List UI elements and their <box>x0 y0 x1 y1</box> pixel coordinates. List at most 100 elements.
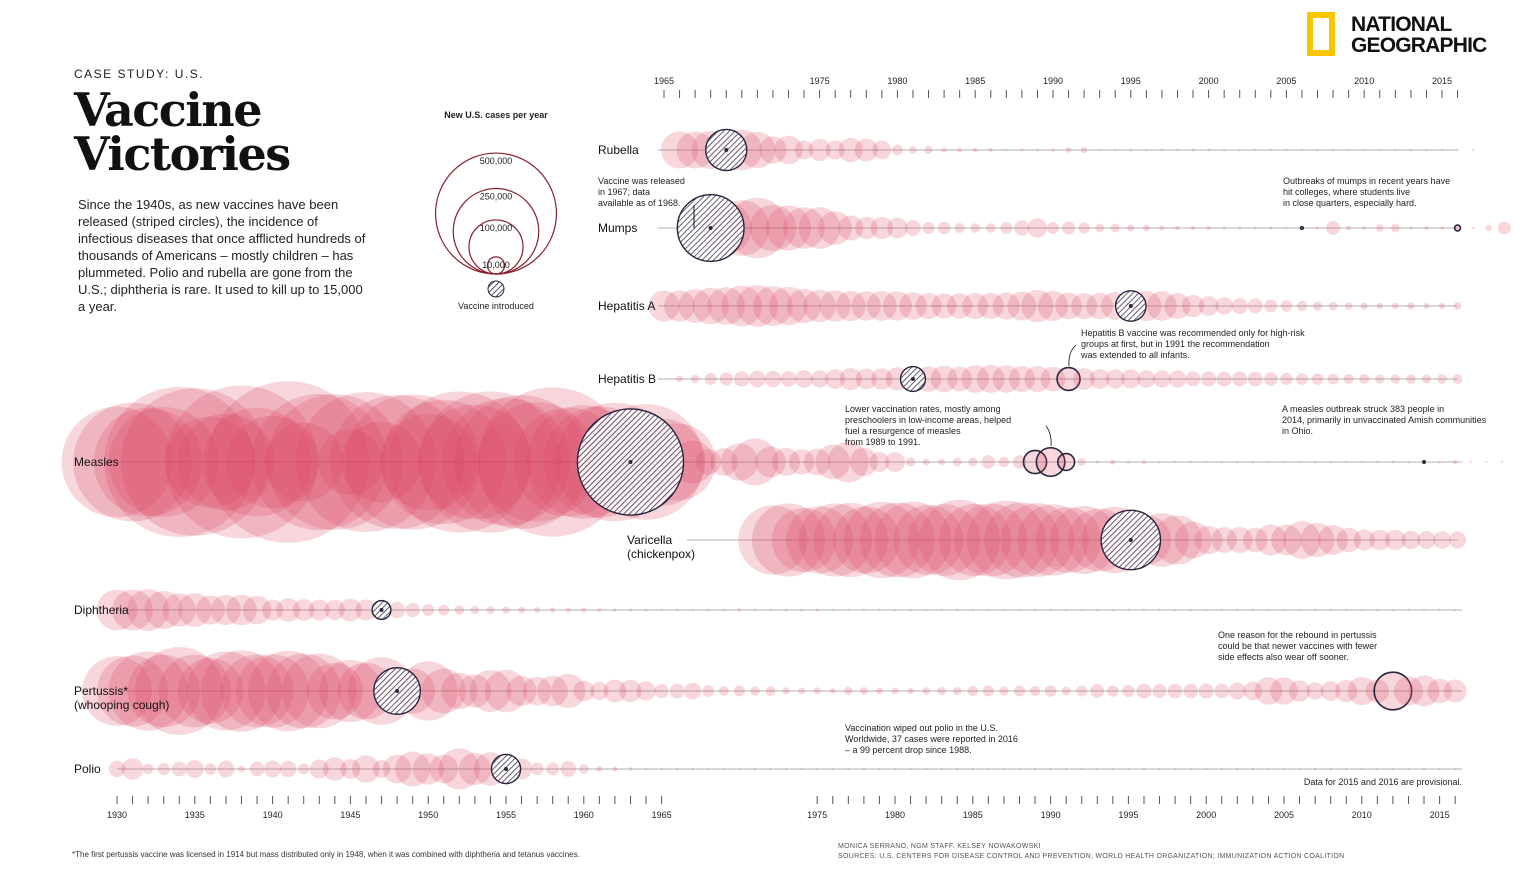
case-bubble <box>1062 221 1076 235</box>
case-bubble <box>738 767 741 771</box>
title-line-2: Victories <box>74 127 291 181</box>
annotation-line: hit colleges, where students live <box>1283 187 1410 197</box>
case-bubble <box>862 608 866 612</box>
case-bubble <box>1095 460 1099 464</box>
case-bubble <box>1376 767 1379 771</box>
case-bubble <box>866 291 897 321</box>
case-bubble <box>1238 226 1242 230</box>
case-bubble <box>157 762 170 776</box>
case-bubble <box>938 458 945 466</box>
case-bubble <box>1345 608 1348 612</box>
logo-line-2: GEOGRAPHIC <box>1351 34 1487 57</box>
row-mumps: Mumps <box>598 193 1511 263</box>
case-bubble <box>1098 148 1101 152</box>
axis-tick-label: 1980 <box>885 810 905 820</box>
case-bubble <box>786 288 822 324</box>
case-bubble <box>887 217 908 239</box>
case-bubble <box>854 138 878 162</box>
case-bubble <box>648 290 680 322</box>
axis-tick-label: 1950 <box>418 810 438 820</box>
case-bubble <box>855 216 878 240</box>
case-bubble <box>736 285 779 327</box>
case-bubble <box>937 221 951 235</box>
case-bubble <box>1000 221 1013 235</box>
case-bubble <box>1409 148 1413 152</box>
case-bubble <box>1344 302 1353 310</box>
case-bubble <box>405 602 420 618</box>
case-bubble <box>1443 679 1467 703</box>
case-bubble <box>813 502 888 578</box>
case-bubble <box>264 422 344 502</box>
case-bubble <box>1313 767 1317 771</box>
case-bubble <box>1251 767 1255 771</box>
case-bubble <box>1033 767 1037 771</box>
case-bubble <box>121 388 269 536</box>
axis-tick-label: 2000 <box>1196 810 1216 820</box>
case-bubble <box>1438 460 1441 464</box>
case-bubble <box>323 757 347 781</box>
case-bubble <box>931 293 957 319</box>
case-bubble <box>388 391 530 533</box>
case-bubble <box>1105 369 1125 389</box>
annotation-hepatitis-b: Hepatitis B vaccine was recommended only… <box>1080 328 1305 360</box>
case-bubble <box>1143 224 1150 232</box>
case-bubble <box>1033 608 1037 612</box>
case-bubble <box>1417 530 1436 550</box>
case-bubble <box>1078 222 1090 234</box>
case-bubble <box>783 207 825 249</box>
case-bubble <box>165 385 318 539</box>
case-bubble <box>1282 767 1286 771</box>
case-bubble <box>1080 146 1088 154</box>
case-bubble <box>871 368 893 390</box>
case-bubble <box>1129 148 1133 152</box>
case-bubble <box>1029 685 1041 697</box>
case-bubble <box>1027 218 1048 238</box>
case-bubble <box>1107 685 1119 697</box>
vaccine-dot <box>708 226 713 230</box>
case-bubble <box>1176 148 1179 152</box>
case-bubble <box>502 606 510 614</box>
case-bubble <box>264 760 282 778</box>
case-bubble <box>1343 374 1354 384</box>
case-bubble <box>1313 460 1317 464</box>
legend-vaccine-label: Vaccine introduced <box>458 301 534 311</box>
case-bubble <box>788 449 815 475</box>
case-bubble <box>1427 678 1452 704</box>
case-bubble <box>1369 529 1391 551</box>
case-bubble <box>661 131 699 169</box>
case-bubble <box>1228 682 1246 700</box>
case-bubble <box>96 589 138 631</box>
case-bubble <box>946 293 973 319</box>
case-bubble <box>1127 608 1130 612</box>
case-bubble <box>1316 148 1319 152</box>
case-bubble <box>1231 297 1248 315</box>
case-bubble <box>195 595 225 625</box>
case-bubble <box>1247 371 1263 387</box>
annotation-line: Outbreaks of mumps in recent years have <box>1283 176 1450 186</box>
case-bubble <box>1152 684 1167 698</box>
case-bubble <box>798 207 841 249</box>
case-bubble <box>1226 527 1253 553</box>
case-bubble <box>769 608 772 612</box>
case-bubble <box>1064 608 1068 612</box>
case-bubble <box>771 507 837 573</box>
row-pertussis: Pertussis*(whooping cough) <box>74 646 1467 736</box>
case-bubble <box>831 608 834 612</box>
annotation-line: 2014, primarily in unvaccinated Amish co… <box>1282 415 1487 425</box>
case-bubble <box>830 688 836 694</box>
case-bubble <box>308 599 330 621</box>
axis-tick-label: 1985 <box>965 76 985 86</box>
case-bubble <box>97 655 169 727</box>
case-bubble <box>266 394 403 530</box>
case-bubble <box>177 413 275 511</box>
case-bubble <box>1191 148 1195 152</box>
case-bubble <box>551 673 586 709</box>
disease-rows: Rubella Mumps Hepatitis A Hepatitis B Measle… <box>61 128 1511 790</box>
size-legend: New U.S. cases per year 500,000 250,000 100… <box>434 110 558 311</box>
case-bubble <box>1359 374 1370 384</box>
case-bubble <box>907 688 914 694</box>
logo-line-1: NATIONAL <box>1351 13 1452 36</box>
case-bubble <box>1247 298 1263 314</box>
case-bubble <box>885 452 905 472</box>
case-bubble <box>987 608 990 612</box>
